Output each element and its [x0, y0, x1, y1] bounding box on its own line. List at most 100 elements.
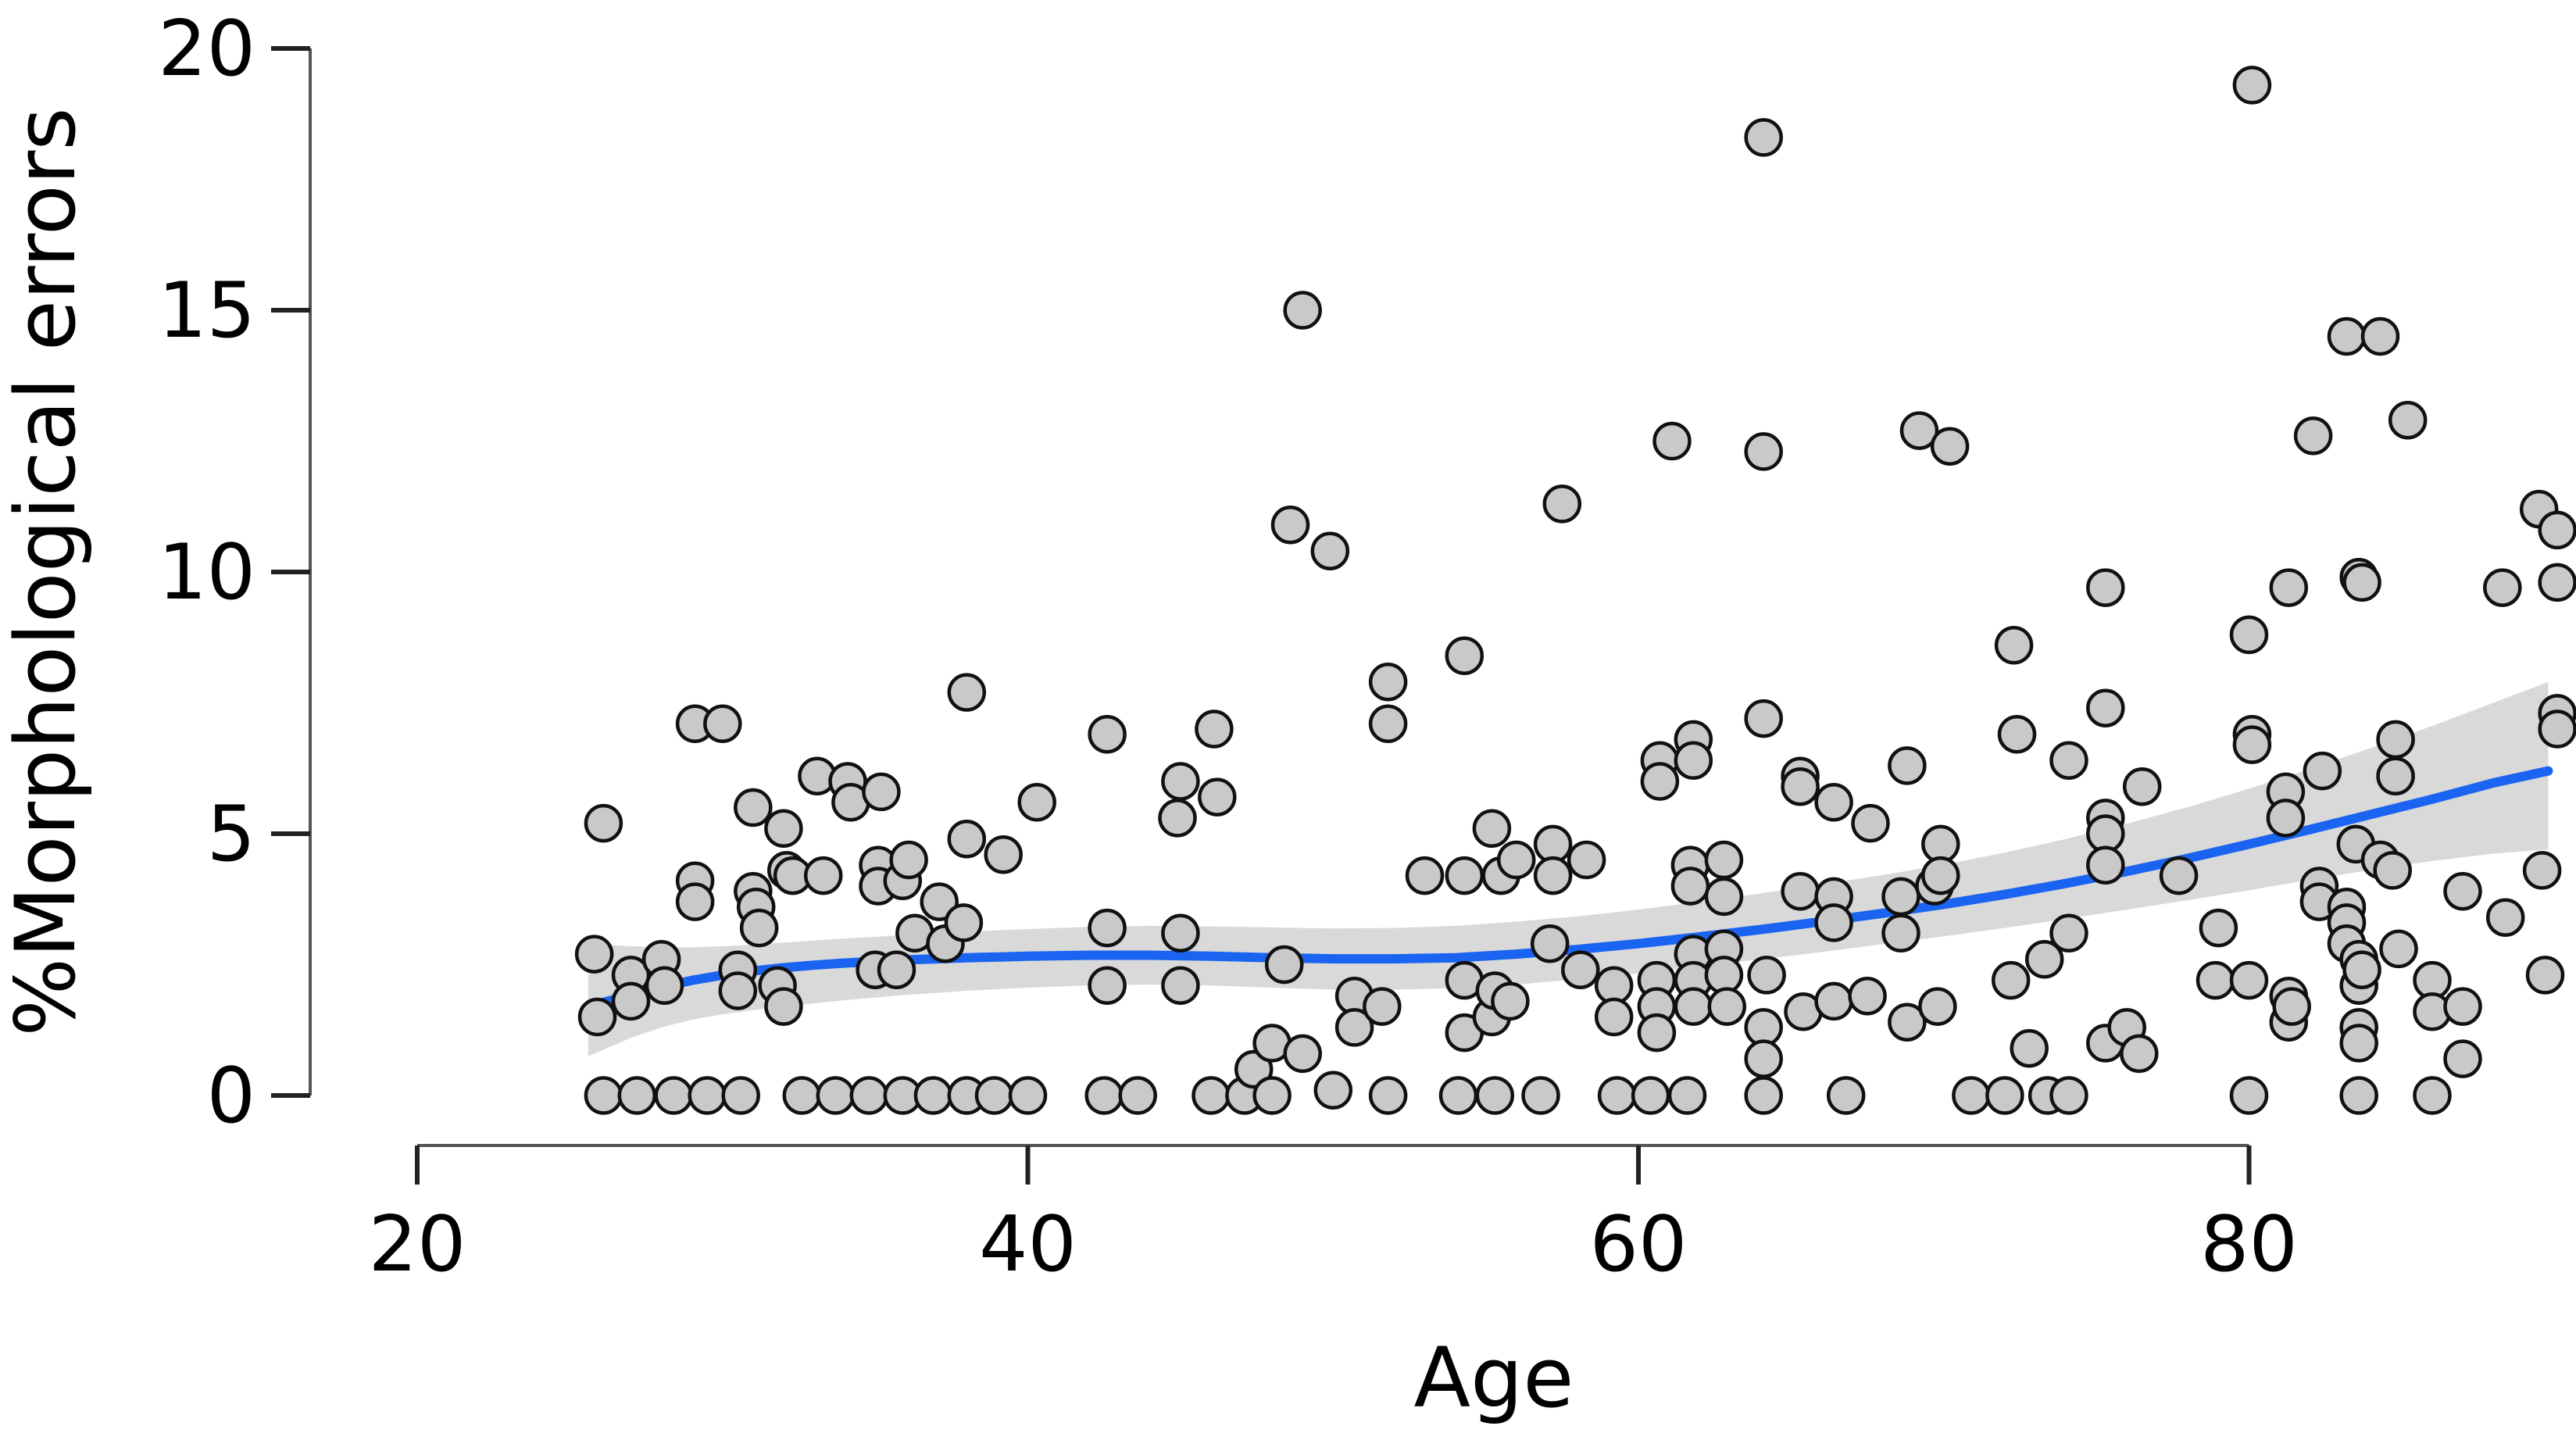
y-tick-label: 5: [207, 790, 255, 879]
data-point: [984, 835, 1023, 874]
data-point: [654, 1076, 693, 1115]
data-point: [1405, 856, 1445, 895]
data-point: [734, 788, 773, 827]
y-tick-label: 20: [158, 5, 255, 94]
data-point: [1888, 746, 1927, 785]
data-point: [645, 966, 684, 1006]
data-point: [1313, 1070, 1353, 1110]
data-point: [1991, 960, 2031, 1000]
data-point: [913, 1076, 953, 1115]
data-point: [1088, 908, 1127, 948]
data-point: [1088, 714, 1127, 754]
data-point: [688, 1076, 727, 1115]
data-point: [1334, 1008, 1374, 1047]
data-point: [1491, 981, 1530, 1021]
data-point: [947, 673, 987, 712]
data-point: [2373, 851, 2412, 890]
data-point: [2229, 1076, 2269, 1115]
data-point: [2413, 1076, 2452, 1115]
data-point: [2327, 316, 2367, 356]
data-point: [2086, 688, 2125, 727]
data-point: [1670, 867, 1710, 906]
data-point: [1918, 987, 1957, 1026]
data-point: [2024, 940, 2064, 979]
data-point: [1310, 531, 1350, 570]
data-point: [1567, 840, 1606, 880]
data-point: [764, 987, 803, 1026]
data-point: [1472, 809, 1512, 849]
data-point: [2199, 908, 2238, 948]
data-point: [1704, 840, 1744, 880]
x-axis-title: Age: [1413, 1330, 1574, 1426]
data-point: [1270, 505, 1310, 545]
data-point: [2443, 987, 2482, 1026]
data-point: [1533, 856, 1573, 895]
data-point: [2443, 1039, 2482, 1078]
data-point: [2049, 741, 2088, 780]
data-point: [1652, 421, 1692, 461]
data-point: [1997, 714, 2037, 754]
data-point: [2342, 563, 2381, 602]
data-point: [703, 704, 742, 744]
data-point: [2122, 767, 2162, 806]
data-point: [1781, 767, 1820, 806]
data-point: [1368, 704, 1408, 744]
data-point: [1744, 1076, 1783, 1115]
data-point: [2159, 856, 2199, 895]
data-point: [1985, 1076, 2024, 1115]
x-tick-label: 80: [2200, 1200, 2298, 1289]
y-tick-label: 15: [158, 266, 255, 356]
data-point: [2229, 615, 2269, 655]
data-point: [1744, 1039, 1783, 1078]
data-point: [617, 1076, 657, 1115]
data-point: [1368, 662, 1408, 702]
data-point: [2485, 898, 2525, 937]
data-point: [1814, 981, 1853, 1021]
data-point: [889, 840, 928, 880]
data-point: [1234, 1049, 1274, 1089]
data-point: [1475, 1076, 1515, 1115]
data-point: [862, 772, 901, 812]
data-point: [2269, 568, 2309, 607]
data-point: [1952, 1076, 1991, 1115]
data-point: [1744, 118, 1783, 157]
data-point: [1161, 913, 1200, 953]
data-point-layer: [574, 66, 2576, 1115]
data-point: [611, 981, 651, 1021]
data-point: [2229, 960, 2269, 1000]
data-point: [1597, 1076, 1637, 1115]
data-point: [1667, 1076, 1707, 1115]
data-point: [1704, 956, 1744, 995]
data-point: [2525, 956, 2565, 995]
data-point: [2342, 950, 2381, 989]
data-point: [739, 908, 779, 948]
data-point: [816, 1076, 856, 1115]
data-point: [2339, 1024, 2378, 1063]
data-point: [1631, 1076, 1670, 1115]
data-point: [1744, 432, 1783, 471]
data-point: [1542, 484, 1582, 524]
data-point: [1521, 1076, 1560, 1115]
data-point: [2049, 1076, 2088, 1115]
data-point: [1192, 1076, 1231, 1115]
data-point: [782, 1076, 822, 1115]
data-point: [1747, 956, 1786, 995]
y-tick-label: 10: [158, 528, 255, 617]
data-point: [1283, 1034, 1322, 1074]
data-point: [849, 1076, 889, 1115]
data-point: [2360, 316, 2400, 356]
data-point: [2379, 929, 2418, 969]
data-point: [1008, 1076, 1048, 1115]
data-point: [2538, 510, 2576, 550]
data-point: [2522, 851, 2562, 890]
data-point: [2538, 563, 2576, 602]
data-point: [2376, 720, 2415, 759]
data-point: [2232, 725, 2272, 764]
data-point: [1848, 976, 1887, 1016]
data-point: [1252, 1076, 1292, 1115]
data-point: [1445, 636, 1485, 675]
data-point: [1118, 1076, 1157, 1115]
y-axis-title: %Morphological errors: [0, 107, 94, 1036]
data-point: [1704, 877, 1744, 917]
data-point: [2443, 871, 2482, 911]
